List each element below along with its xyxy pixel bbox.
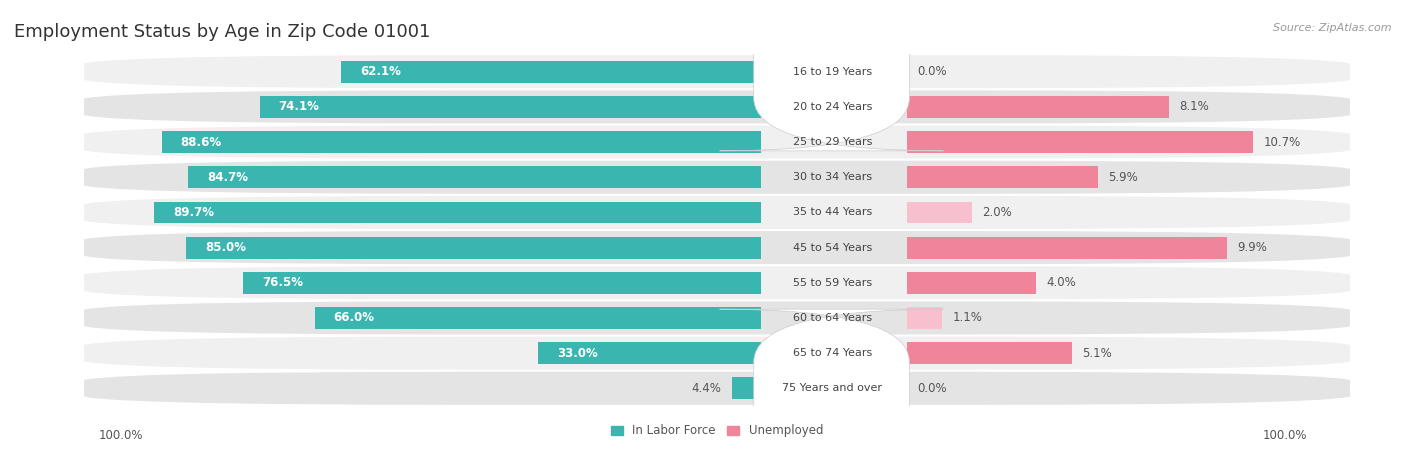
Text: 60 to 64 Years: 60 to 64 Years bbox=[793, 313, 872, 323]
Text: 10.7%: 10.7% bbox=[1263, 136, 1301, 148]
Text: 2.0%: 2.0% bbox=[981, 206, 1011, 219]
Text: 100.0%: 100.0% bbox=[98, 429, 143, 442]
Bar bbox=[186, 237, 762, 258]
Text: 30 to 34 Years: 30 to 34 Years bbox=[793, 172, 872, 182]
FancyBboxPatch shape bbox=[79, 266, 1357, 299]
Text: 55 to 59 Years: 55 to 59 Years bbox=[793, 278, 872, 288]
Text: 76.5%: 76.5% bbox=[263, 276, 304, 289]
Text: 62.1%: 62.1% bbox=[360, 65, 401, 78]
Text: 1.1%: 1.1% bbox=[953, 312, 983, 324]
Bar bbox=[260, 96, 762, 118]
Legend: In Labor Force, Unemployed: In Labor Force, Unemployed bbox=[606, 420, 828, 442]
Text: Source: ZipAtlas.com: Source: ZipAtlas.com bbox=[1274, 23, 1392, 32]
FancyBboxPatch shape bbox=[79, 372, 1357, 405]
Text: 25 to 29 Years: 25 to 29 Years bbox=[793, 137, 872, 147]
Text: 89.7%: 89.7% bbox=[173, 206, 214, 219]
Text: 100.0%: 100.0% bbox=[1263, 429, 1308, 442]
Bar bbox=[188, 166, 762, 188]
Text: 20 to 24 Years: 20 to 24 Years bbox=[793, 102, 872, 112]
FancyBboxPatch shape bbox=[79, 55, 1357, 88]
FancyBboxPatch shape bbox=[79, 125, 1357, 159]
Text: Employment Status by Age in Zip Code 01001: Employment Status by Age in Zip Code 010… bbox=[14, 23, 430, 41]
FancyBboxPatch shape bbox=[79, 90, 1357, 124]
Text: 35 to 44 Years: 35 to 44 Years bbox=[793, 207, 872, 217]
Text: 84.7%: 84.7% bbox=[207, 171, 247, 184]
Text: 66.0%: 66.0% bbox=[333, 312, 374, 324]
Bar bbox=[538, 342, 762, 364]
Bar bbox=[907, 202, 972, 223]
Bar bbox=[315, 307, 762, 329]
Text: 8.1%: 8.1% bbox=[1180, 101, 1209, 113]
Text: 88.6%: 88.6% bbox=[180, 136, 222, 148]
Bar bbox=[907, 307, 942, 329]
Bar bbox=[907, 166, 1098, 188]
Bar bbox=[162, 131, 762, 153]
Text: 4.0%: 4.0% bbox=[1046, 276, 1076, 289]
Bar bbox=[731, 377, 762, 399]
Bar bbox=[155, 202, 762, 223]
Text: 5.1%: 5.1% bbox=[1083, 347, 1112, 359]
Bar bbox=[907, 237, 1227, 258]
Text: 4.4%: 4.4% bbox=[692, 382, 721, 395]
Text: 45 to 54 Years: 45 to 54 Years bbox=[793, 243, 872, 253]
FancyBboxPatch shape bbox=[79, 301, 1357, 335]
FancyBboxPatch shape bbox=[79, 336, 1357, 370]
Text: 33.0%: 33.0% bbox=[557, 347, 598, 359]
Text: 85.0%: 85.0% bbox=[205, 241, 246, 254]
FancyBboxPatch shape bbox=[79, 196, 1357, 229]
FancyBboxPatch shape bbox=[720, 309, 943, 451]
FancyBboxPatch shape bbox=[79, 161, 1357, 194]
Bar bbox=[907, 131, 1253, 153]
Text: 0.0%: 0.0% bbox=[917, 382, 946, 395]
FancyBboxPatch shape bbox=[720, 0, 943, 151]
Text: 74.1%: 74.1% bbox=[278, 101, 319, 113]
Text: 5.9%: 5.9% bbox=[1108, 171, 1137, 184]
Text: 75 Years and over: 75 Years and over bbox=[782, 383, 882, 393]
Text: 65 to 74 Years: 65 to 74 Years bbox=[793, 348, 872, 358]
Bar bbox=[907, 342, 1071, 364]
Bar bbox=[243, 272, 762, 294]
Text: 9.9%: 9.9% bbox=[1237, 241, 1267, 254]
Text: 16 to 19 Years: 16 to 19 Years bbox=[793, 67, 872, 77]
Bar bbox=[907, 272, 1036, 294]
FancyBboxPatch shape bbox=[79, 231, 1357, 264]
Text: 0.0%: 0.0% bbox=[917, 65, 946, 78]
Bar bbox=[340, 61, 762, 83]
Bar bbox=[907, 96, 1168, 118]
